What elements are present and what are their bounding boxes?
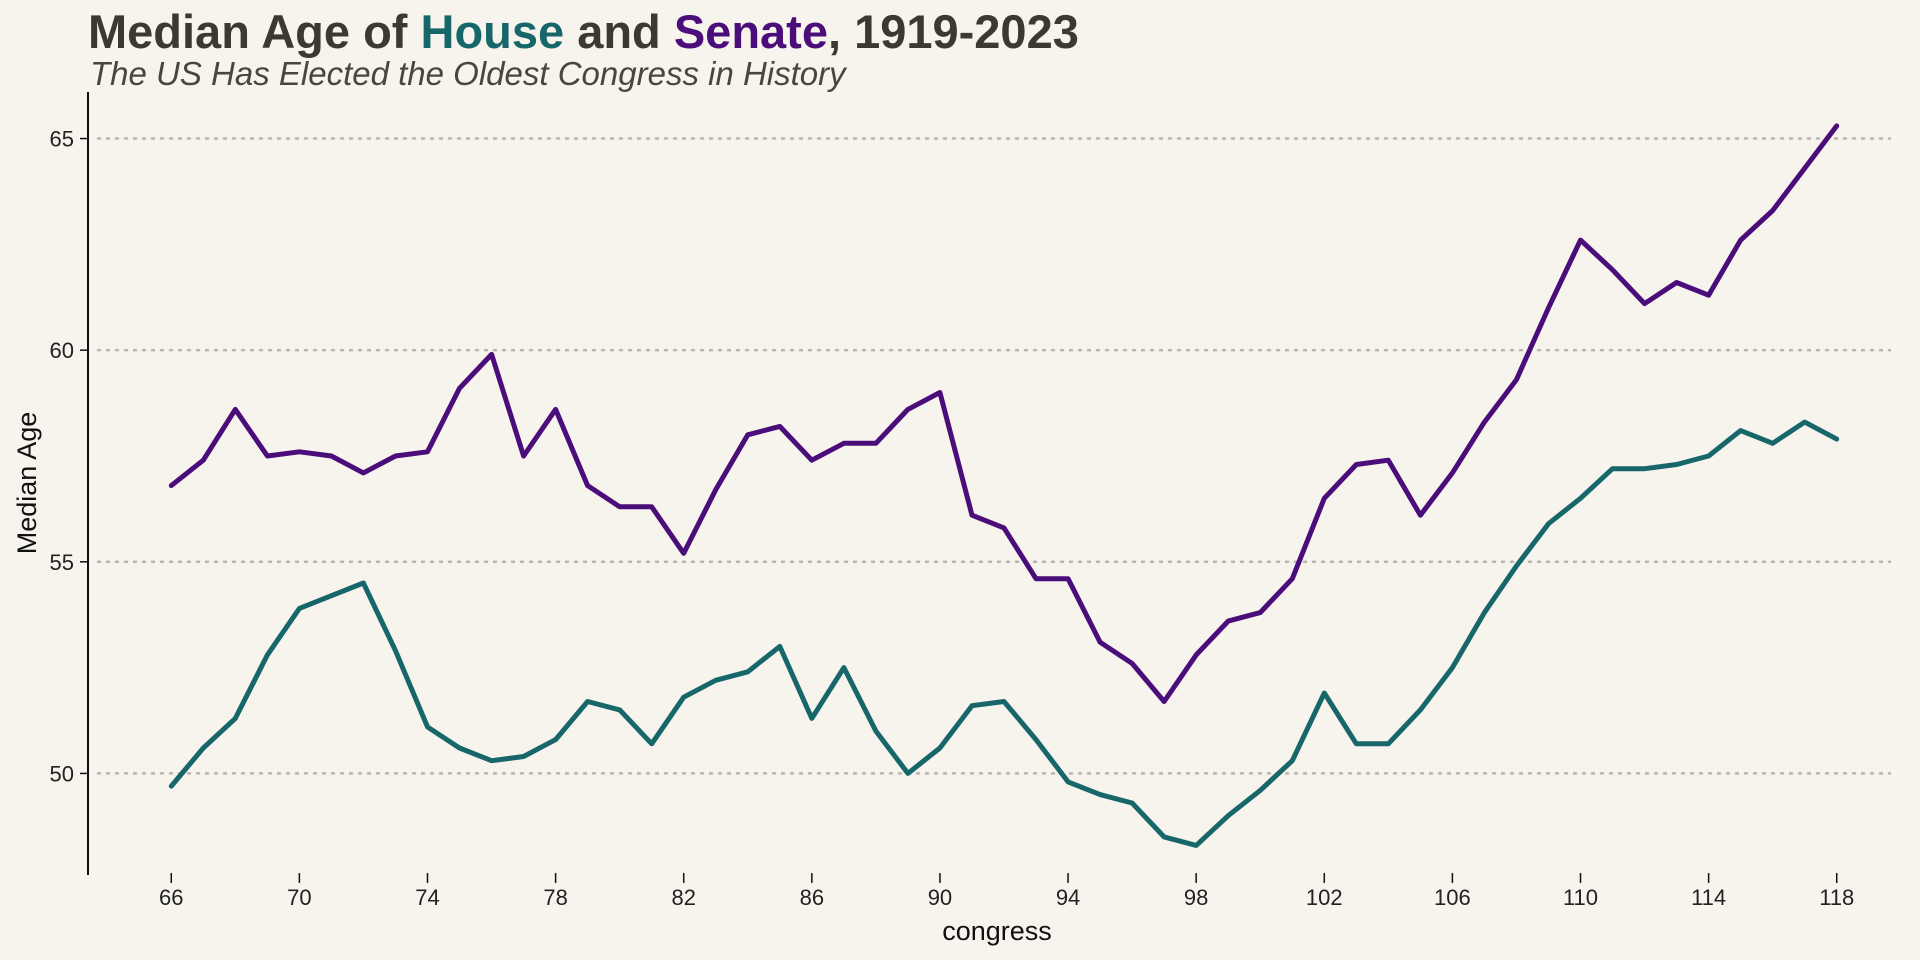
x-tick-label-94: 94	[1056, 885, 1080, 910]
x-tick-label-98: 98	[1184, 885, 1208, 910]
x-tick-label-70: 70	[287, 885, 311, 910]
x-tick-label-90: 90	[928, 885, 952, 910]
series-line-senate	[168, 123, 1840, 704]
x-axis-ticks: 66 70 74 78 82 86 90 94 98 102 106 110 114 118	[159, 873, 1854, 910]
chart-title: Median Age of House and Senate, 1919-202…	[88, 6, 1079, 58]
title-part-house: House	[420, 5, 565, 58]
y-tick-label-50: 50	[50, 761, 74, 786]
x-tick-label-86: 86	[800, 885, 824, 910]
series-line-house	[168, 419, 1840, 848]
gridlines	[96, 137, 1892, 775]
x-tick-label-110: 110	[1563, 885, 1598, 910]
y-tick-label-65: 65	[50, 127, 74, 152]
y-tick-label-55: 55	[50, 550, 74, 575]
x-axis-title: congress	[942, 916, 1052, 946]
title-part: , 1919-2023	[827, 5, 1079, 58]
title-part: Median Age of	[88, 5, 421, 58]
x-tick-label-78: 78	[543, 885, 567, 910]
y-tick-label-60: 60	[50, 338, 74, 363]
x-tick-label-114: 114	[1691, 885, 1726, 910]
x-tick-label-82: 82	[671, 885, 695, 910]
chart-subtitle: The US Has Elected the Oldest Congress i…	[90, 55, 846, 92]
y-axis-ticks: 50 55 60 65	[50, 127, 88, 786]
series-lines	[168, 123, 1840, 848]
x-tick-label-118: 118	[1819, 885, 1854, 910]
x-tick-label-106: 106	[1434, 885, 1471, 910]
y-axis-title: Median Age	[12, 412, 42, 555]
x-tick-label-74: 74	[415, 885, 439, 910]
title-part-senate: Senate	[673, 5, 828, 58]
x-tick-label-66: 66	[159, 885, 183, 910]
x-tick-label-102: 102	[1306, 885, 1343, 910]
title-part: and	[564, 5, 674, 58]
